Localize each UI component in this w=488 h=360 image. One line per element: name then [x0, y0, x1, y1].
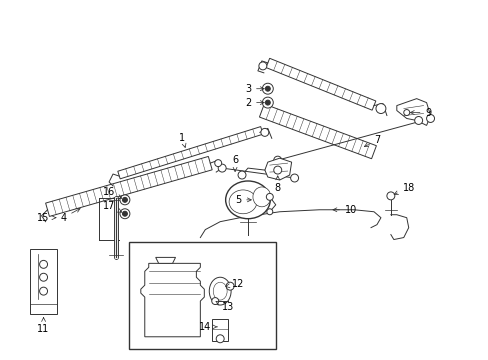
Bar — [129, 242, 275, 349]
Circle shape — [262, 83, 273, 94]
Circle shape — [262, 97, 273, 108]
Circle shape — [375, 104, 385, 113]
Text: 17: 17 — [102, 201, 122, 212]
Circle shape — [40, 260, 47, 268]
Text: 10: 10 — [332, 205, 357, 215]
Ellipse shape — [209, 277, 231, 305]
Circle shape — [225, 282, 234, 290]
Circle shape — [266, 209, 272, 215]
Circle shape — [273, 166, 281, 174]
Circle shape — [290, 174, 298, 182]
Circle shape — [273, 156, 281, 164]
Circle shape — [266, 193, 273, 201]
Ellipse shape — [225, 181, 270, 219]
Text: 4: 4 — [60, 208, 80, 223]
Polygon shape — [141, 264, 204, 337]
Circle shape — [122, 197, 127, 202]
Circle shape — [260, 129, 268, 136]
Circle shape — [120, 209, 130, 219]
Text: 16: 16 — [102, 187, 122, 198]
Polygon shape — [45, 157, 212, 216]
Polygon shape — [265, 58, 375, 110]
Ellipse shape — [213, 282, 226, 300]
Circle shape — [265, 86, 270, 91]
Text: 2: 2 — [244, 98, 264, 108]
Text: 9: 9 — [409, 108, 431, 117]
Polygon shape — [264, 158, 291, 180]
Circle shape — [426, 114, 434, 122]
Circle shape — [403, 109, 409, 116]
Text: 8: 8 — [274, 176, 280, 193]
Circle shape — [122, 211, 127, 216]
Polygon shape — [396, 99, 429, 125]
Circle shape — [265, 100, 270, 105]
Polygon shape — [118, 127, 263, 179]
Ellipse shape — [229, 190, 256, 214]
Polygon shape — [212, 319, 228, 341]
Text: 14: 14 — [199, 322, 217, 332]
Ellipse shape — [252, 187, 270, 207]
Polygon shape — [259, 104, 376, 159]
Circle shape — [414, 117, 422, 125]
Text: 11: 11 — [38, 318, 50, 334]
Text: 18: 18 — [393, 183, 414, 195]
Circle shape — [238, 171, 245, 179]
Circle shape — [216, 335, 224, 343]
Circle shape — [40, 287, 47, 295]
Circle shape — [218, 164, 225, 172]
Circle shape — [120, 195, 130, 205]
Circle shape — [258, 62, 266, 70]
Text: 1: 1 — [179, 133, 185, 148]
Text: 5: 5 — [234, 195, 251, 205]
Text: 7: 7 — [364, 135, 379, 147]
Circle shape — [214, 159, 221, 167]
Text: 6: 6 — [231, 155, 238, 171]
Text: 15: 15 — [37, 213, 56, 223]
Text: 12: 12 — [225, 279, 244, 289]
Polygon shape — [155, 257, 175, 264]
Bar — [30, 249, 57, 314]
Circle shape — [40, 273, 47, 281]
Text: 3: 3 — [244, 84, 264, 94]
Circle shape — [211, 298, 218, 305]
Circle shape — [386, 192, 394, 200]
Text: 13: 13 — [216, 301, 234, 312]
